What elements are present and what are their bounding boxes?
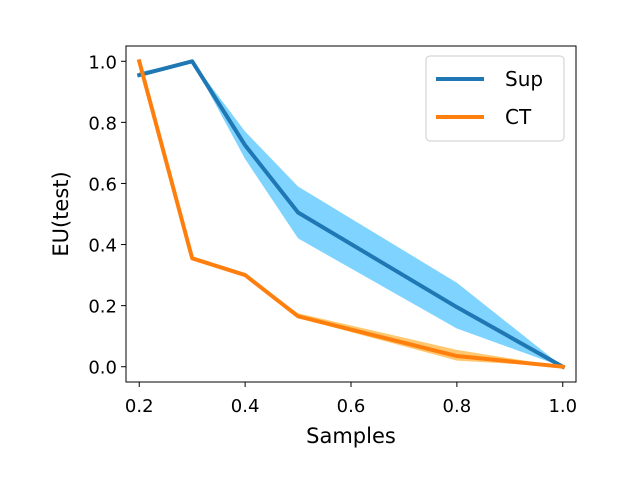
legend-box: [425, 55, 565, 142]
y-tick-label: 0.2: [88, 297, 117, 318]
x-tick-label: 0.2: [125, 396, 154, 417]
line-sup: [136, 59, 566, 370]
y-tick-label: 0.0: [88, 358, 117, 379]
y-axis-label: EU(test): [49, 171, 73, 256]
legend: Sup CT: [425, 55, 565, 142]
legend-label-sup: Sup: [505, 67, 543, 91]
x-tick-label: 0.6: [337, 396, 366, 417]
line-ct: [136, 58, 565, 369]
x-axis-label: Samples: [306, 424, 396, 448]
y-tick-label: 0.8: [88, 113, 117, 134]
legend-label-ct: CT: [505, 105, 532, 129]
x-tick-label: 1.0: [548, 396, 577, 417]
y-tick-label: 0.4: [88, 236, 117, 257]
x-tick-label: 0.4: [231, 396, 260, 417]
series-lines: [136, 58, 566, 370]
x-axis-ticks: 0.2 0.4 0.6 0.8 1.0: [125, 382, 577, 417]
band-sup: [139, 61, 563, 367]
x-tick-label: 0.8: [443, 396, 472, 417]
y-tick-label: 1.0: [88, 52, 117, 73]
y-axis-ticks: 0.0 0.2 0.4 0.6 0.8 1.0: [88, 52, 126, 379]
confidence-bands: [139, 61, 563, 367]
y-tick-label: 0.6: [88, 174, 117, 195]
